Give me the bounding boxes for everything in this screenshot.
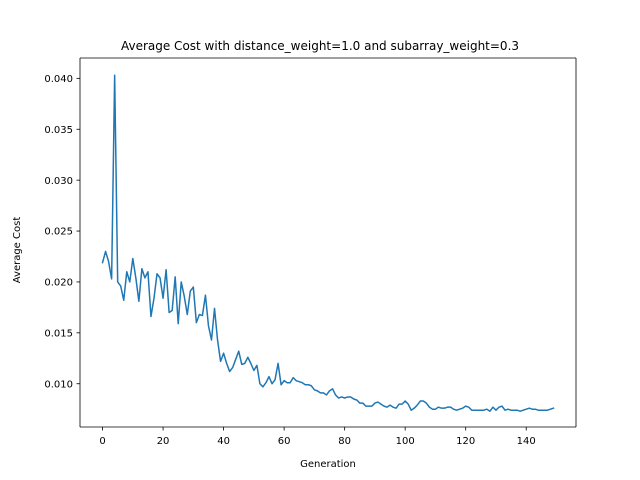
x-tick-label: 40	[217, 436, 230, 447]
x-tick-label: 20	[157, 436, 170, 447]
chart-title: Average Cost with distance_weight=1.0 an…	[121, 39, 519, 53]
x-tick-label: 0	[99, 436, 105, 447]
y-tick-label: 0.025	[44, 227, 73, 238]
x-tick-label: 140	[517, 436, 536, 447]
x-tick-label: 100	[396, 436, 415, 447]
y-axis-label: Average Cost	[12, 217, 23, 284]
x-axis-label: Generation	[300, 459, 356, 470]
x-tick-label: 60	[278, 436, 291, 447]
y-tick-label: 0.030	[44, 176, 73, 187]
x-tick-label: 80	[338, 436, 351, 447]
y-tick-label: 0.015	[44, 328, 73, 339]
y-tick-label: 0.020	[44, 278, 73, 289]
y-tick-label: 0.035	[44, 125, 73, 136]
y-tick-label: 0.010	[44, 379, 73, 390]
x-tick-label: 120	[456, 436, 475, 447]
series-line-0	[101, 74, 555, 412]
y-tick-label: 0.040	[44, 74, 73, 85]
plot-area: 0 20 40 60 80 100 120 140 0.010 0.015 0.020 0.025 0.…	[44, 57, 577, 447]
